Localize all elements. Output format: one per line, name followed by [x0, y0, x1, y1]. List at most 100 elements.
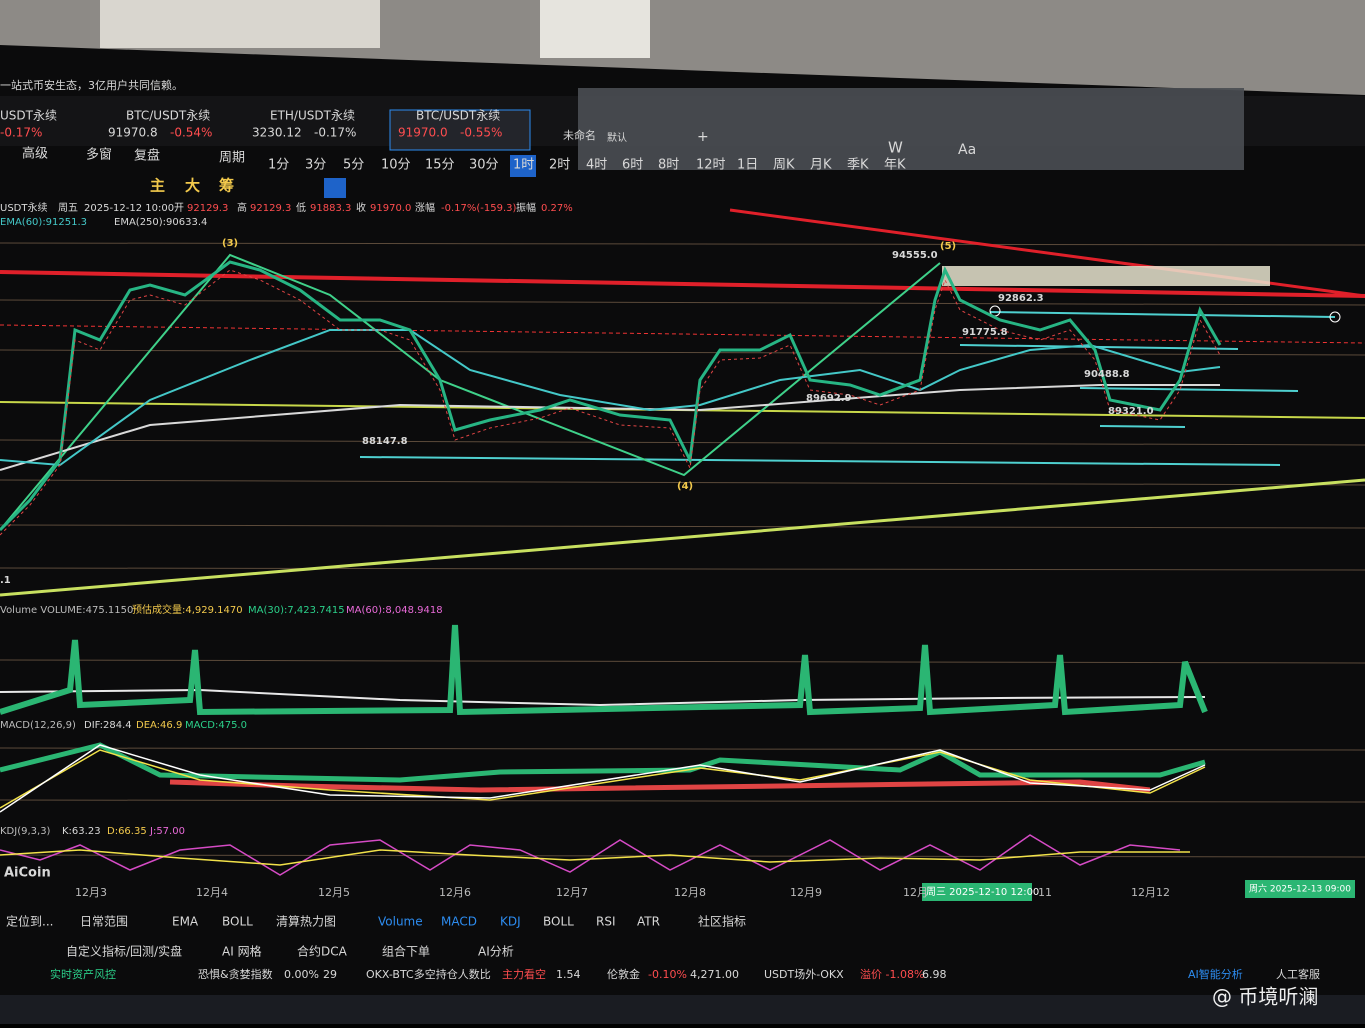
label: 实时资产风控: [50, 967, 116, 981]
tab[interactable]: 15分: [425, 158, 455, 173]
tab[interactable]: BOLL: [543, 915, 574, 929]
label: 周六 2025-12-13 09:00: [1249, 883, 1351, 895]
drawing-toolbar: [578, 88, 1244, 170]
label: 振幅: [516, 201, 536, 214]
label: -0.17%: [314, 126, 356, 140]
tab[interactable]: 周期: [219, 151, 245, 166]
tab[interactable]: 高级: [22, 146, 48, 162]
tab[interactable]: KDJ: [500, 915, 521, 929]
label: 12月5: [318, 886, 350, 899]
tab[interactable]: 自定义指标/回测/实盘: [66, 944, 182, 959]
label: KDJ(9,3,3): [0, 826, 51, 837]
tab[interactable]: AI 网格: [222, 944, 262, 959]
tab[interactable]: 社区指标: [698, 914, 746, 929]
tab[interactable]: 10分: [381, 158, 411, 173]
annotation: 89321.0: [1108, 406, 1154, 417]
tab[interactable]: EMA: [172, 915, 199, 929]
tab[interactable]: AI分析: [478, 945, 514, 959]
tab[interactable]: 1分: [268, 158, 289, 173]
tab[interactable]: ETH/USDT永续: [270, 109, 355, 123]
tab[interactable]: 未命名: [563, 128, 596, 142]
active-period: [510, 155, 536, 177]
tab[interactable]: 月K: [810, 158, 832, 173]
label: 12月7: [556, 886, 588, 899]
tab[interactable]: Volume: [378, 915, 423, 929]
tab[interactable]: BTC/USDT永续: [126, 109, 210, 123]
label: 92129.3: [187, 203, 228, 214]
label: 0.27%: [541, 203, 573, 214]
label: 91970.0: [398, 126, 448, 140]
ema-60: [0, 329, 1221, 467]
price-line: [0, 260, 1222, 532]
label: MACD:475.0: [185, 720, 247, 731]
tab[interactable]: 日常范围: [80, 915, 128, 929]
price-wicks: [0, 269, 1221, 536]
label: 12月9: [790, 886, 822, 899]
tab[interactable]: 组合下单: [382, 944, 430, 959]
wave-line: [0, 253, 941, 531]
label: 周三 2025-12-10 12:00: [926, 886, 1039, 898]
tab[interactable]: BOLL: [222, 915, 253, 929]
label: D:66.35: [107, 826, 147, 837]
tab[interactable]: 2时: [549, 158, 570, 173]
annotation: (4): [677, 481, 693, 492]
tab[interactable]: 1时: [513, 158, 534, 173]
label: 开: [174, 203, 184, 214]
annotation: 90488.8: [1084, 369, 1130, 380]
label: 低: [296, 201, 306, 214]
tab[interactable]: 3分: [305, 158, 326, 173]
tab[interactable]: 5分: [343, 158, 364, 173]
tab[interactable]: MACD: [441, 915, 477, 929]
label: MACD(12,26,9): [0, 720, 76, 731]
label: 6.98: [922, 968, 947, 981]
tab[interactable]: 大: [185, 177, 200, 195]
tab[interactable]: RSI: [596, 915, 616, 929]
window: [100, 0, 380, 48]
tab[interactable]: 4时: [586, 158, 607, 173]
tab[interactable]: 30分: [469, 158, 499, 173]
tab[interactable]: 定位到...: [6, 914, 53, 929]
level-lines: [359, 311, 1336, 466]
label: AI智能分析: [1188, 967, 1243, 981]
taskbar: [0, 995, 1365, 1024]
label: 1.54: [556, 968, 581, 981]
tab[interactable]: BTC/USDT永续: [416, 109, 500, 123]
tab[interactable]: 筹: [219, 177, 234, 195]
tab[interactable]: 多窗: [86, 147, 112, 163]
label: W: [888, 139, 903, 157]
annotation: 92862.3: [998, 293, 1044, 304]
label: Aa: [958, 142, 976, 158]
tab[interactable]: 周K: [773, 158, 795, 173]
tab[interactable]: USDT永续: [0, 109, 57, 123]
label: 12月3: [75, 886, 107, 899]
annotation: 94555.0: [892, 250, 938, 261]
crosshair-label-bg: [1245, 880, 1355, 898]
tab[interactable]: 8时: [658, 158, 679, 173]
label: Volume VOLUME:475.1150: [0, 605, 133, 616]
tab[interactable]: 1日: [737, 158, 758, 173]
kdj-j: [0, 834, 1181, 876]
tab[interactable]: 主: [150, 177, 165, 195]
tab[interactable]: 季K: [847, 158, 869, 173]
tab[interactable]: 复盘: [134, 148, 160, 164]
tab[interactable]: +: [697, 129, 709, 145]
tab[interactable]: 年K: [884, 158, 906, 173]
tab[interactable]: 12时: [696, 158, 726, 173]
annotation: 89692.9: [806, 393, 852, 404]
label: EMA(60):91251.3: [0, 217, 87, 228]
label: 恐惧&贪婪指数: [198, 967, 273, 981]
label: USDT永续: [0, 201, 47, 214]
tab[interactable]: 清算热力图: [276, 914, 336, 929]
label: 涨幅: [415, 201, 435, 214]
tab[interactable]: 6时: [622, 158, 643, 173]
tab[interactable]: ATR: [637, 915, 660, 929]
volume-bars: [0, 624, 1208, 716]
label: USDT场外-OKX: [764, 967, 844, 981]
label: K:63.23: [62, 826, 101, 837]
label: 12月: [903, 886, 928, 899]
label: 一站式币安生态，3亿用户共同信赖。: [0, 78, 183, 92]
tab[interactable]: 合约DCA: [297, 944, 348, 959]
label: 2025-12-12 10:00: [84, 203, 174, 214]
